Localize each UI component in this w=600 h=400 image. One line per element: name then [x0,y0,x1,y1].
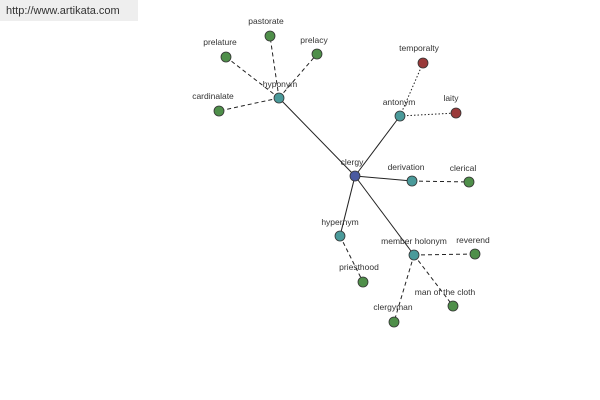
node-label[interactable]: priesthood [339,262,379,272]
nodes: clergy hyponym pastorate prelature prelacy ca… [192,16,490,328]
node-label[interactable]: pastorate [248,16,284,26]
node-label[interactable]: reverend [456,235,490,245]
edge [278,53,318,99]
node[interactable] [463,176,475,188]
node[interactable] [417,57,429,69]
node-label[interactable]: antonym [383,97,416,107]
node[interactable] [311,48,323,60]
edge [218,97,280,112]
node[interactable] [334,230,346,242]
edge [225,56,280,99]
node-label[interactable]: man of the cloth [415,287,476,297]
edges [218,35,476,323]
edge [411,180,470,183]
node-label[interactable]: cardinalate [192,91,234,101]
node[interactable] [447,300,459,312]
edge [399,62,424,117]
node[interactable] [406,175,418,187]
edge [413,253,476,256]
node-label[interactable]: clergy [341,157,364,167]
node-label[interactable]: hypernym [321,217,358,227]
edge [354,115,401,177]
node[interactable] [213,105,225,117]
node[interactable] [408,249,420,261]
node-label[interactable]: derivation [388,162,425,172]
url-bar [0,0,138,21]
node-label[interactable]: clerical [450,163,477,173]
node[interactable] [273,92,285,104]
edge [354,175,413,182]
edge [339,175,356,237]
node[interactable] [349,170,361,182]
edge [399,112,457,117]
node-label[interactable]: hyponym [263,79,298,89]
edge [339,235,364,283]
node[interactable] [469,248,481,260]
edge [413,254,454,307]
node[interactable] [220,51,232,63]
node-label[interactable]: clergyman [373,302,412,312]
node-label[interactable]: temporalty [399,43,439,53]
site-url[interactable]: http://www.artikata.com [6,5,120,17]
edge [278,97,356,177]
edge [269,35,280,99]
node[interactable] [264,30,276,42]
edge [354,175,415,256]
node[interactable] [357,276,369,288]
node[interactable] [388,316,400,328]
node[interactable] [394,110,406,122]
edge [393,254,415,323]
node-label[interactable]: member holonym [381,236,447,246]
node[interactable] [450,107,462,119]
node-label[interactable]: prelacy [300,35,328,45]
node-label[interactable]: laity [443,93,459,103]
node-label[interactable]: prelature [203,37,237,47]
